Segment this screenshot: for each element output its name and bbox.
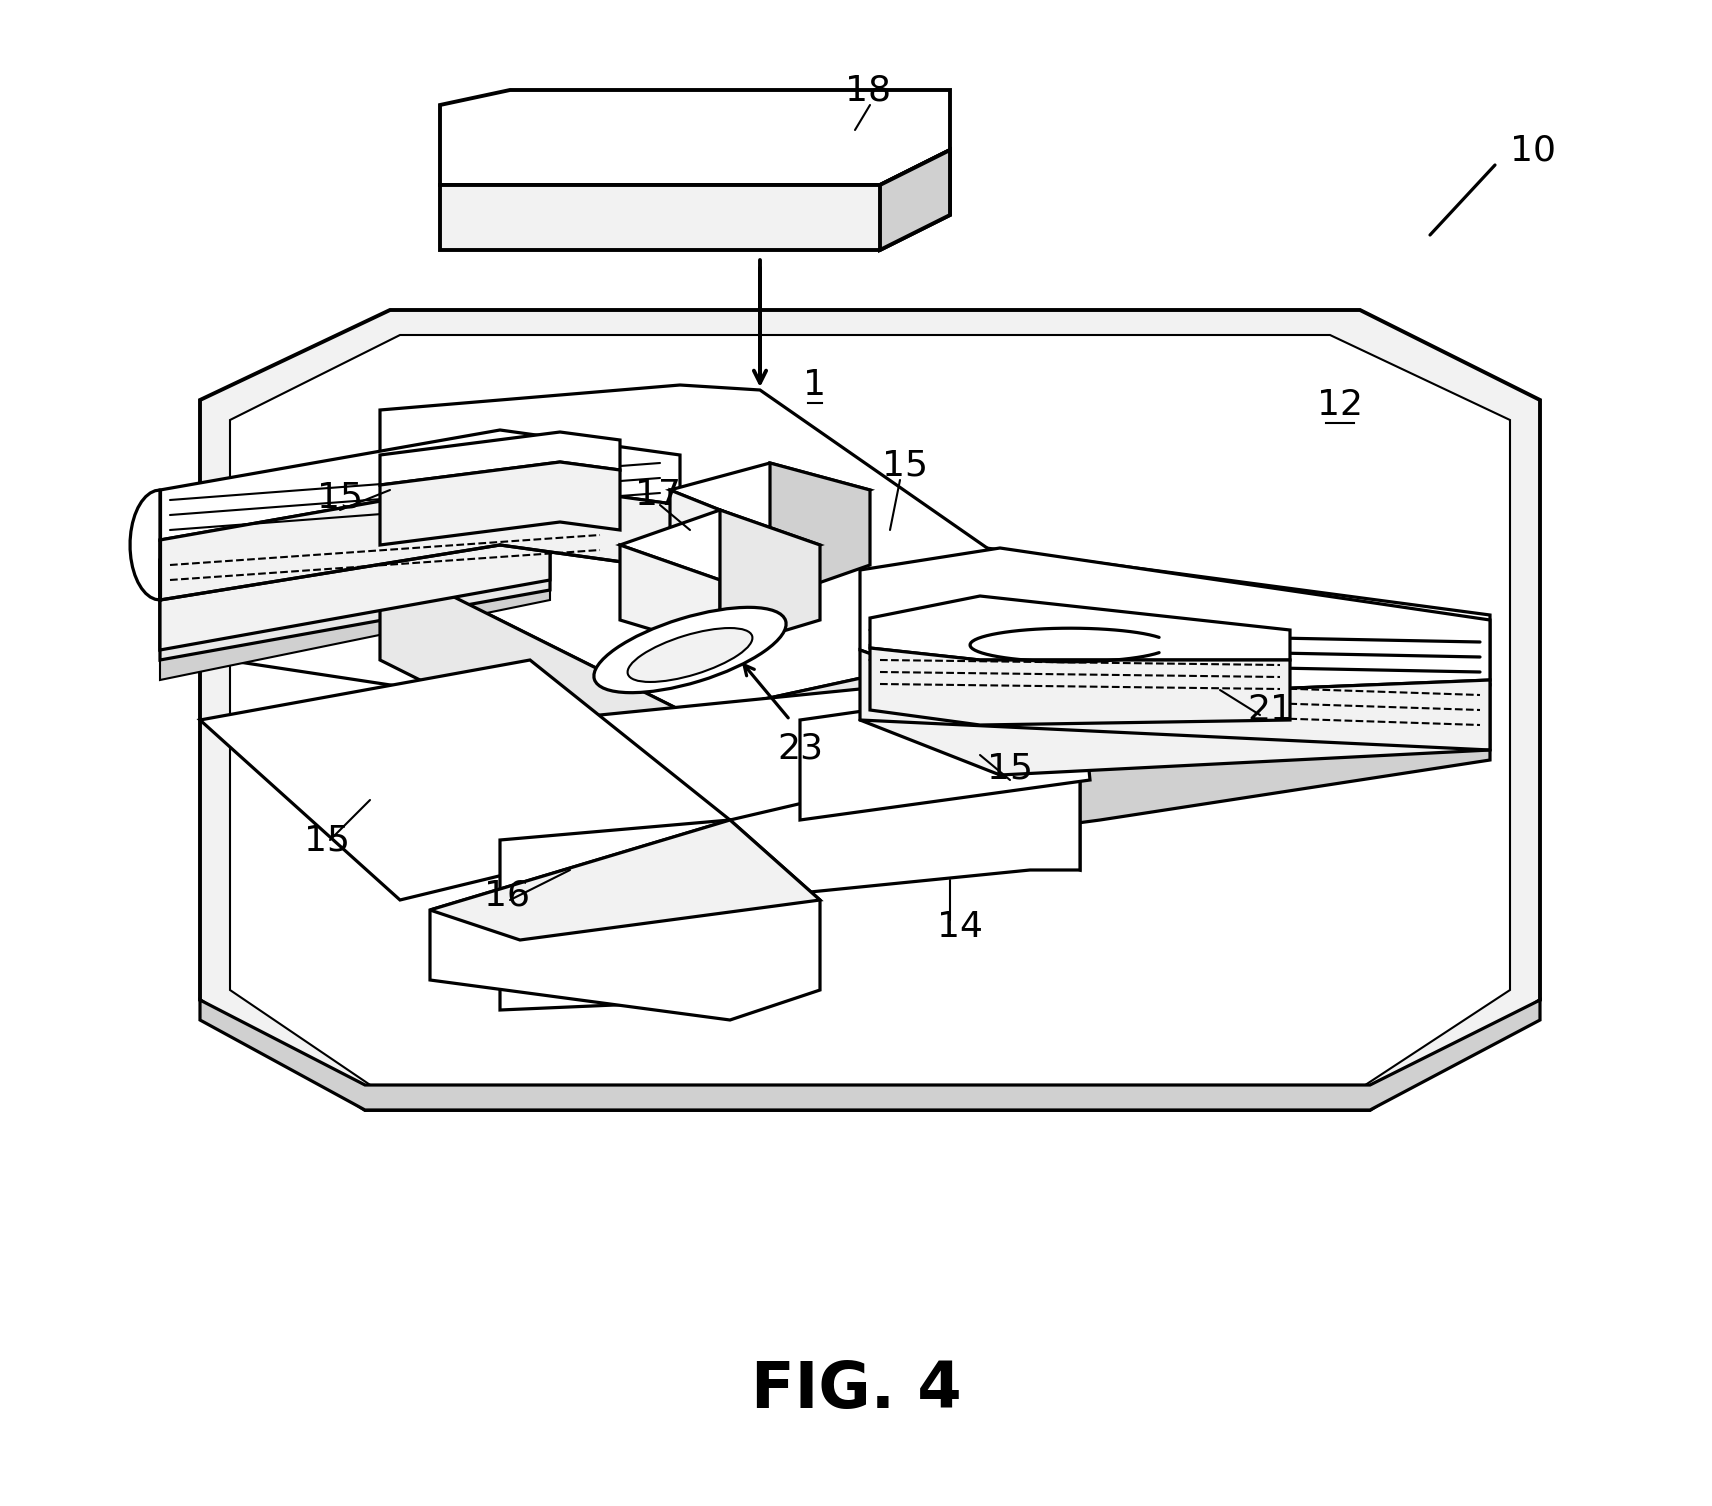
Polygon shape <box>859 548 1489 700</box>
Text: 14: 14 <box>936 910 983 944</box>
Polygon shape <box>880 151 950 250</box>
Text: 10: 10 <box>1510 133 1556 167</box>
Polygon shape <box>669 462 870 530</box>
Polygon shape <box>430 819 820 1020</box>
Polygon shape <box>729 750 1080 901</box>
Polygon shape <box>380 560 990 810</box>
Polygon shape <box>870 596 1291 660</box>
Ellipse shape <box>628 628 753 682</box>
Text: 21: 21 <box>1246 693 1293 727</box>
Polygon shape <box>159 489 550 651</box>
Polygon shape <box>859 651 1489 776</box>
Ellipse shape <box>594 607 786 693</box>
Polygon shape <box>550 681 1080 870</box>
Polygon shape <box>159 565 550 681</box>
Polygon shape <box>380 462 620 545</box>
Polygon shape <box>380 432 620 485</box>
Text: 17: 17 <box>635 477 681 512</box>
Polygon shape <box>440 151 950 250</box>
Polygon shape <box>159 489 1489 770</box>
Polygon shape <box>500 819 729 1011</box>
Text: 23: 23 <box>777 730 823 765</box>
Text: 1: 1 <box>803 367 827 402</box>
Text: 15: 15 <box>988 751 1032 785</box>
Polygon shape <box>200 1000 1541 1110</box>
Polygon shape <box>200 310 1541 1110</box>
Polygon shape <box>229 334 1510 1095</box>
Polygon shape <box>159 431 680 541</box>
Polygon shape <box>800 681 1091 819</box>
Polygon shape <box>770 462 870 599</box>
Text: 15: 15 <box>317 480 363 514</box>
Polygon shape <box>620 545 721 651</box>
Polygon shape <box>870 648 1291 724</box>
Polygon shape <box>669 489 770 599</box>
Text: 15: 15 <box>305 822 349 857</box>
Text: 16: 16 <box>484 878 531 913</box>
Text: 12: 12 <box>1317 389 1363 422</box>
Polygon shape <box>200 660 729 901</box>
Polygon shape <box>159 489 550 660</box>
Text: FIG. 4: FIG. 4 <box>750 1358 962 1422</box>
Text: 18: 18 <box>846 72 890 107</box>
Polygon shape <box>430 819 820 940</box>
Polygon shape <box>620 511 820 580</box>
Polygon shape <box>721 511 820 651</box>
Text: 15: 15 <box>882 447 928 482</box>
Polygon shape <box>950 685 1489 840</box>
Polygon shape <box>440 90 950 185</box>
Polygon shape <box>380 386 990 709</box>
Polygon shape <box>159 480 680 599</box>
